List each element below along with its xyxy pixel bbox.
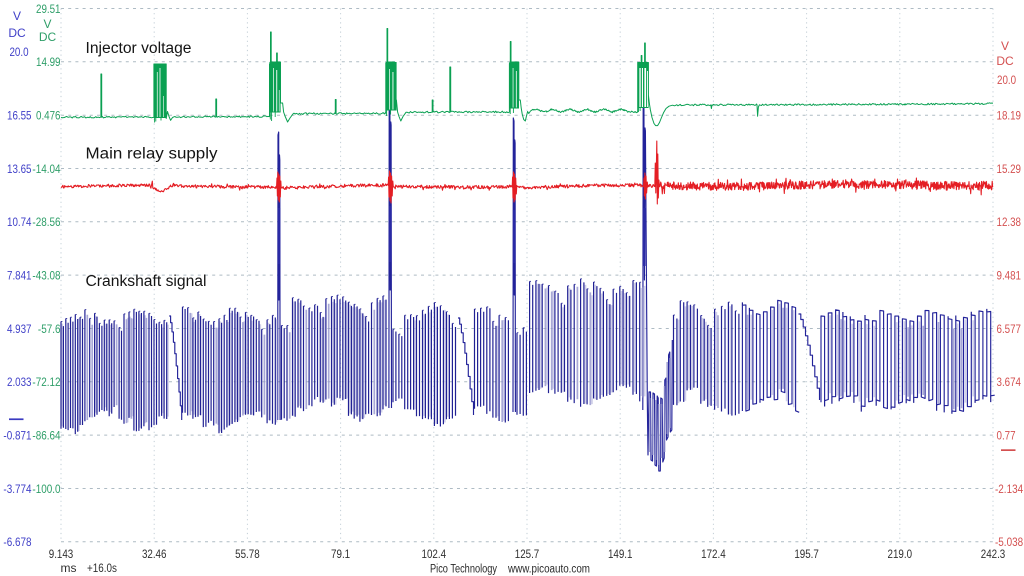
svg-text:18.19: 18.19 bbox=[997, 109, 1022, 123]
svg-text:+16.0s: +16.0s bbox=[87, 561, 117, 575]
svg-text:Pico Technology: Pico Technology bbox=[430, 564, 497, 576]
svg-text:20.0: 20.0 bbox=[997, 73, 1016, 87]
svg-text:32.46: 32.46 bbox=[142, 547, 167, 561]
svg-text:-3.774: -3.774 bbox=[3, 482, 31, 496]
svg-text:-6.678: -6.678 bbox=[3, 535, 31, 549]
svg-text:ms: ms bbox=[61, 561, 77, 575]
svg-text:V: V bbox=[13, 9, 21, 23]
svg-text:55.78: 55.78 bbox=[235, 547, 260, 561]
svg-text:195.7: 195.7 bbox=[794, 547, 819, 561]
svg-text:V: V bbox=[1001, 39, 1009, 53]
svg-text:7.841: 7.841 bbox=[7, 268, 32, 282]
svg-text:12.38: 12.38 bbox=[997, 215, 1022, 229]
svg-text:20.0: 20.0 bbox=[9, 45, 28, 59]
svg-text:3.674: 3.674 bbox=[997, 375, 1022, 389]
svg-text:-5.038: -5.038 bbox=[995, 535, 1023, 549]
svg-text:-100.0: -100.0 bbox=[32, 482, 60, 496]
svg-text:13.65: 13.65 bbox=[7, 162, 32, 176]
svg-text:29.51: 29.51 bbox=[36, 2, 61, 16]
svg-text:-0.871: -0.871 bbox=[3, 428, 31, 442]
svg-text:0.77: 0.77 bbox=[997, 428, 1016, 442]
svg-text:DC: DC bbox=[8, 26, 26, 40]
svg-text:0.476: 0.476 bbox=[36, 109, 61, 123]
svg-text:14.99: 14.99 bbox=[36, 55, 61, 69]
svg-text:4.937: 4.937 bbox=[7, 322, 32, 336]
svg-text:-86.64: -86.64 bbox=[32, 428, 60, 442]
svg-text:DC: DC bbox=[39, 30, 57, 44]
svg-text:2.033: 2.033 bbox=[7, 375, 32, 389]
svg-text:Main relay supply: Main relay supply bbox=[86, 146, 218, 163]
svg-text:Crankshaft signal: Crankshaft signal bbox=[86, 273, 207, 290]
svg-text:149.1: 149.1 bbox=[608, 547, 633, 561]
svg-text:-57.6: -57.6 bbox=[38, 322, 61, 336]
svg-text:6.577: 6.577 bbox=[997, 322, 1022, 336]
svg-text:www.picoauto.com: www.picoauto.com bbox=[507, 564, 590, 576]
svg-text:102.4: 102.4 bbox=[422, 547, 447, 561]
svg-text:-43.08: -43.08 bbox=[32, 268, 60, 282]
svg-text:16.55: 16.55 bbox=[7, 109, 32, 123]
svg-text:V: V bbox=[43, 17, 51, 31]
svg-text:10.74: 10.74 bbox=[7, 215, 32, 229]
svg-text:Injector voltage: Injector voltage bbox=[86, 40, 192, 57]
svg-text:9.143: 9.143 bbox=[49, 547, 74, 561]
svg-text:219.0: 219.0 bbox=[888, 547, 913, 561]
svg-text:125.7: 125.7 bbox=[515, 547, 540, 561]
svg-text:242.3: 242.3 bbox=[981, 547, 1006, 561]
svg-text:-28.56: -28.56 bbox=[32, 215, 60, 229]
svg-text:-72.12: -72.12 bbox=[32, 375, 60, 389]
svg-text:79.1: 79.1 bbox=[331, 547, 350, 561]
svg-text:15.29: 15.29 bbox=[997, 162, 1022, 176]
svg-text:DC: DC bbox=[996, 54, 1014, 68]
svg-text:-14.04: -14.04 bbox=[32, 162, 60, 176]
svg-text:172.4: 172.4 bbox=[701, 547, 726, 561]
svg-text:9.481: 9.481 bbox=[997, 268, 1022, 282]
svg-text:-2.134: -2.134 bbox=[995, 482, 1023, 496]
